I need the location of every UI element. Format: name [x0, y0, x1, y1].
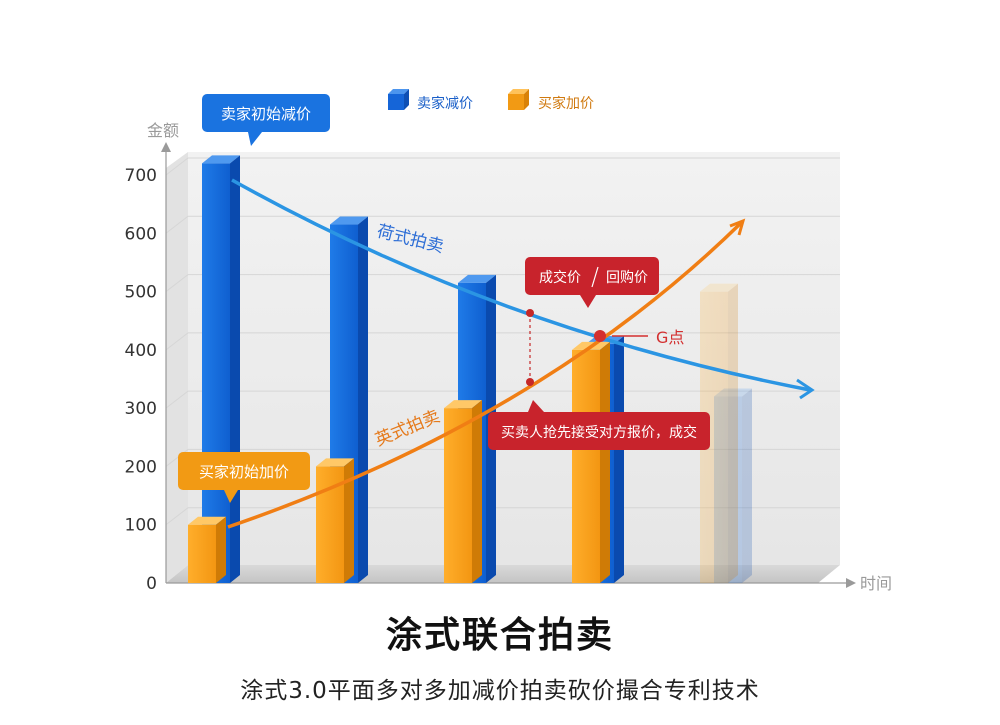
- x-axis-label: 时间: [860, 574, 892, 593]
- bar-buyer-2: [316, 458, 354, 583]
- y-tick-label-400: 400: [125, 341, 157, 361]
- gridline-600: [165, 215, 840, 234]
- bars: [188, 155, 752, 584]
- deal-point-english: [526, 378, 534, 386]
- bar-seller-4-side: [614, 336, 624, 583]
- legend: 卖家减价 买家加价: [388, 89, 594, 112]
- legend-item-buyer: 买家加价: [508, 89, 594, 112]
- bar-buyer-3-top: [444, 400, 482, 409]
- bar-seller-2-side: [358, 216, 368, 584]
- legend-item-seller: 卖家减价: [388, 89, 473, 112]
- g-point-label: G点: [656, 328, 684, 347]
- bar-seller-5-side: [742, 388, 752, 583]
- y-tick-label-100: 100: [125, 516, 157, 536]
- callout-accept-text: 买卖人抢先接受对方报价，成交: [501, 424, 697, 441]
- callout-seller-start-text: 卖家初始减价: [221, 105, 311, 123]
- y-axis-arrow: [161, 142, 171, 152]
- english-auction-curve-arrow: [729, 218, 746, 236]
- chart-title: 涂式联合拍卖: [385, 615, 614, 656]
- legend-swatch-seller: [388, 94, 404, 110]
- bar-buyer-5-side: [728, 283, 738, 583]
- bar-buyer-4-side: [600, 341, 610, 583]
- english-auction-curve: [227, 220, 744, 529]
- y-tick-label-600: 600: [125, 224, 157, 244]
- callout-accept: 买卖人抢先接受对方报价，成交: [488, 400, 710, 450]
- bar-buyer-3-side: [472, 400, 482, 583]
- bar-seller-1-front: [202, 163, 230, 584]
- gridline-700: [165, 157, 840, 176]
- dutch-auction-curve: [231, 178, 811, 392]
- x-axis-arrow: [846, 578, 856, 588]
- bar-buyer-1-front: [188, 524, 216, 583]
- dutch-auction-curve-arrow: [796, 378, 815, 400]
- y-tick-labels: 0 100 200 300 400 500 600 700: [125, 166, 157, 594]
- bar-seller-3-top: [458, 274, 496, 283]
- g-point-marker: [594, 330, 606, 342]
- gridline-400: [165, 332, 840, 351]
- bar-buyer-3: [444, 400, 482, 583]
- deal-point-dutch: [526, 309, 534, 317]
- legend-label-buyer: 买家加价: [538, 95, 594, 112]
- bar-buyer-3-front: [444, 408, 472, 583]
- bar-buyer-1-side: [216, 516, 226, 583]
- callout-buyer-start-text: 买家初始加价: [199, 463, 289, 481]
- y-tick-label-200: 200: [125, 457, 157, 477]
- callout-seller-start: 卖家初始减价: [202, 94, 330, 146]
- callout-deal-text: 成交价: [539, 269, 581, 286]
- y-axis-label: 金额: [147, 121, 179, 140]
- bar-seller-1-side: [230, 155, 240, 584]
- bar-buyer-2-top: [316, 458, 354, 467]
- y-tick-label-300: 300: [125, 399, 157, 419]
- bar-seller-2-top: [330, 216, 368, 225]
- legend-swatch-buyer: [508, 94, 524, 110]
- bar-buyer-5-top: [700, 283, 738, 292]
- bar-seller-1-top: [202, 155, 240, 164]
- bar-buyer-4: [572, 341, 610, 583]
- chart-subtitle: 涂式3.0平面多对多加减价拍卖砍价撮合专利技术: [240, 678, 760, 704]
- callout-deal-price: 成交价 回购价: [525, 257, 659, 308]
- bar-buyer-1: [188, 516, 226, 583]
- y-tick-label-0: 0: [146, 574, 157, 594]
- bar-buyer-1-top: [188, 516, 226, 525]
- callout-buyback-text: 回购价: [606, 270, 648, 286]
- callout-buyer-start: 买家初始加价: [178, 452, 310, 503]
- chart-side-wall: [166, 152, 188, 583]
- bar-buyer-2-side: [344, 458, 354, 583]
- callout-divider: [591, 266, 599, 288]
- legend-label-seller: 卖家减价: [417, 95, 473, 112]
- y-tick-label-700: 700: [125, 166, 157, 186]
- y-tick-label-500: 500: [125, 283, 157, 303]
- bar-buyer-4-front: [572, 349, 600, 583]
